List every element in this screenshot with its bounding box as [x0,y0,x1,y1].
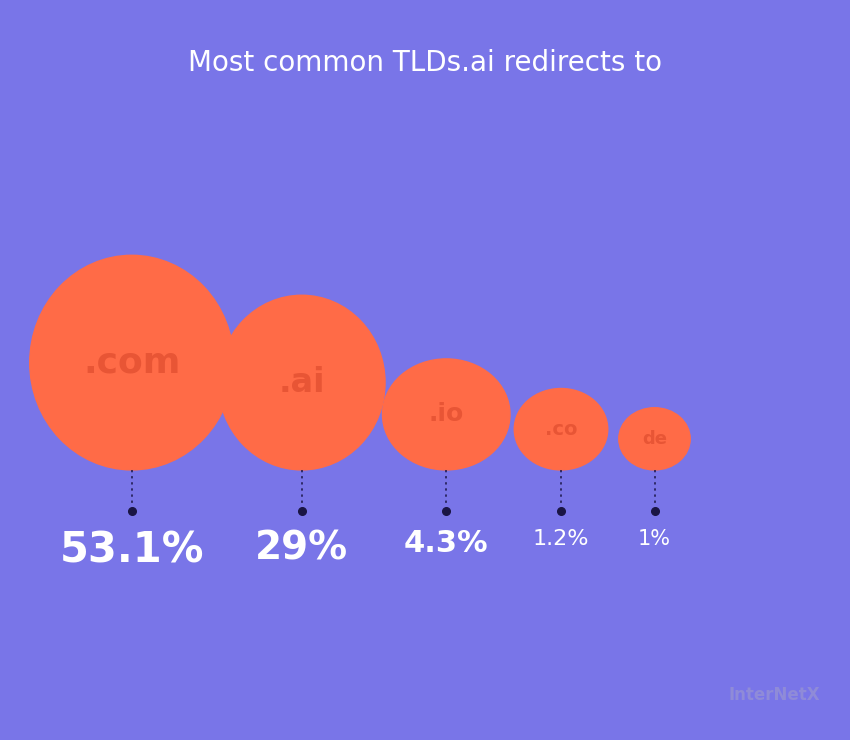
Text: 53.1%: 53.1% [60,529,204,571]
Text: 29%: 29% [255,529,348,567]
Text: .io: .io [428,403,464,426]
Text: Most common TLDs.ai redirects to: Most common TLDs.ai redirects to [188,49,662,77]
Text: .com: .com [83,346,180,380]
Text: InterNetX: InterNetX [728,687,820,704]
Text: .ai: .ai [279,366,325,399]
Ellipse shape [382,359,510,470]
Ellipse shape [30,255,234,470]
Text: 1%: 1% [638,529,671,549]
Ellipse shape [218,295,385,470]
Ellipse shape [619,408,690,470]
Text: de: de [642,430,667,448]
Text: 1.2%: 1.2% [533,529,589,549]
Text: 4.3%: 4.3% [404,529,489,558]
Ellipse shape [514,388,608,470]
Text: .co: .co [545,420,577,439]
